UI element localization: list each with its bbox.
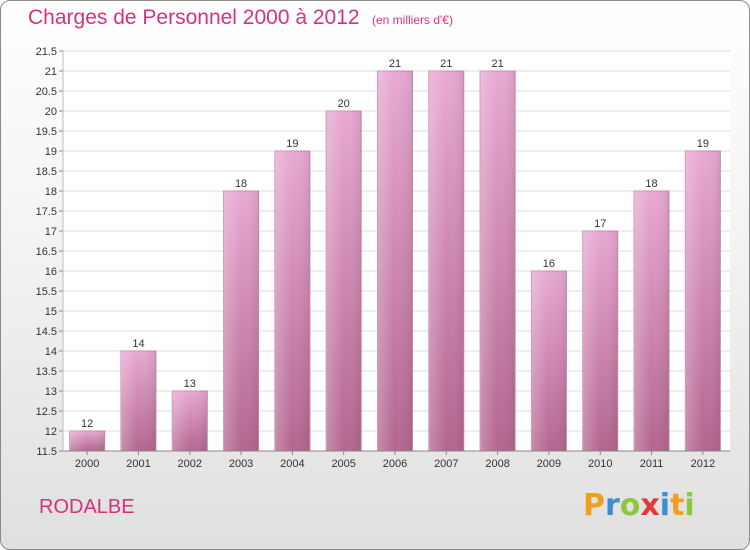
x-tick-label: 2007	[434, 458, 458, 470]
bar-value-label: 20	[338, 98, 350, 110]
y-tick-label: 19	[45, 146, 57, 158]
bar-shine	[326, 111, 362, 451]
y-tick-label: 12.5	[36, 406, 57, 418]
y-tick-label: 11.5	[36, 446, 57, 458]
x-tick-label: 2000	[75, 458, 99, 470]
y-tick-label: 14.5	[36, 326, 57, 338]
y-tick-label: 17.5	[36, 206, 57, 218]
logo-letter: r	[605, 488, 620, 523]
proxiti-logo[interactable]: Proxiti	[583, 488, 695, 523]
y-tick-label: 18	[45, 186, 57, 198]
bar-shine	[480, 71, 516, 451]
bars	[69, 70, 721, 452]
bar-shine	[531, 271, 567, 451]
bar-shine	[634, 191, 670, 451]
y-tick-label: 16	[45, 266, 57, 278]
logo-letter: i	[659, 488, 671, 523]
x-axis-ticks: 2000 2001 2002 2003 2004 2005 2006 2007 2008 2009…	[75, 451, 715, 470]
y-tick-label: 17	[45, 226, 57, 238]
bar-shine	[377, 71, 413, 451]
bar-shine	[582, 231, 618, 451]
x-tick-label: 2002	[178, 458, 202, 470]
y-axis-ticks: 11.5 12 12.5 13 13.5 14 14.5 15 15.5 16 16.5 17 17.5…	[36, 46, 63, 458]
y-tick-label: 13.5	[36, 366, 57, 378]
bar-shine	[428, 71, 464, 451]
bar-value-label: 19	[286, 138, 298, 150]
bar-shine	[69, 431, 105, 451]
x-tick-label: 2006	[383, 458, 407, 470]
bar-shine	[274, 151, 310, 451]
x-tick-label: 2011	[640, 458, 664, 470]
x-tick-label: 2001	[126, 458, 150, 470]
logo-letter: o	[619, 488, 641, 523]
bar-value-label: 12	[81, 418, 93, 430]
y-tick-label: 16.5	[36, 246, 57, 258]
chart-title: Charges de Personnel 2000 à 2012	[28, 6, 360, 29]
bar-value-label: 18	[235, 178, 247, 190]
bar-shine	[172, 391, 208, 451]
x-tick-label: 2003	[229, 458, 253, 470]
bar-value-label: 18	[645, 178, 657, 190]
bar-value-label: 21	[440, 58, 452, 70]
y-tick-label: 19.5	[36, 126, 57, 138]
bar-value-label: 13	[184, 378, 196, 390]
bar-value-label: 17	[594, 218, 606, 230]
commune-name: RODALBE	[39, 496, 135, 518]
bar-shine	[120, 351, 156, 451]
y-tick-label: 13	[45, 386, 57, 398]
bar-shine	[685, 151, 721, 451]
bar-value-label: 19	[697, 138, 709, 150]
bar-value-label: 21	[389, 58, 401, 70]
logo-letter: i	[684, 488, 695, 523]
x-tick-label: 2008	[485, 458, 509, 470]
x-tick-label: 2010	[588, 458, 612, 470]
y-tick-label: 20	[45, 106, 57, 118]
x-tick-label: 2004	[280, 458, 304, 470]
y-tick-label: 15	[45, 306, 57, 318]
logo-letter: t	[670, 488, 685, 523]
y-tick-label: 15.5	[36, 286, 57, 298]
y-tick-label: 18.5	[36, 166, 57, 178]
bar-shine	[223, 191, 259, 451]
y-tick-label: 21	[45, 66, 57, 78]
chart-subtitle: (en milliers d'€)	[372, 13, 453, 27]
y-tick-label: 14	[45, 346, 57, 358]
bar-value-label: 14	[132, 338, 144, 350]
x-tick-label: 2005	[331, 458, 355, 470]
y-tick-label: 20.5	[36, 86, 57, 98]
logo-letter: x	[640, 488, 660, 523]
y-tick-label: 12	[45, 426, 57, 438]
x-tick-label: 2012	[691, 458, 715, 470]
logo-letter: P	[583, 488, 605, 523]
data-labels: 12 14 13 18 19 20 21 21 21 16 17 18 19	[81, 58, 709, 430]
bar-value-label: 16	[543, 258, 555, 270]
x-tick-label: 2009	[537, 458, 561, 470]
bar-value-label: 21	[491, 58, 503, 70]
y-tick-label: 21.5	[36, 46, 57, 58]
